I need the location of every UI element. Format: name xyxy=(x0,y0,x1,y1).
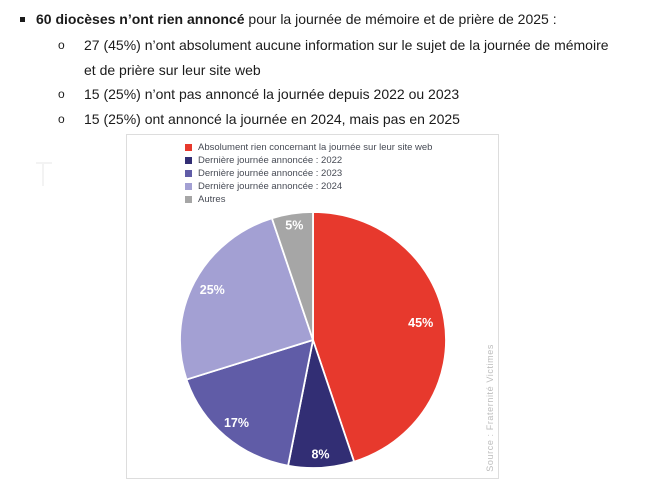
sub-bullet-text: 27 (45%) n’ont absolument aucune informa… xyxy=(84,37,609,53)
faint-artifact xyxy=(36,162,52,188)
sub-bullet-text: 15 (25%) n’ont pas annoncé la journée de… xyxy=(84,86,460,102)
sub-bullet-text: et de prière sur leur site web xyxy=(84,61,261,78)
pie-slice-2 xyxy=(185,339,314,467)
pie-slice-3 xyxy=(179,217,314,381)
legend-item: Dernière journée annoncée : 2024 xyxy=(185,180,432,193)
pie-data-label: 5% xyxy=(285,218,303,232)
legend-item: Dernière journée annoncée : 2023 xyxy=(185,167,432,180)
legend-label: Absolument rien concernant la journée su… xyxy=(198,142,433,153)
pie-slice-4 xyxy=(271,211,314,341)
bullet-main-text: 60 diocèses n’ont rien annoncé pour la j… xyxy=(36,10,557,29)
pie-chart-panel: 45% 8% 17% 25% 5% Absolument rien concernant… xyxy=(126,134,499,479)
chart-legend: Absolument rien concernant la journée su… xyxy=(185,141,432,206)
square-bullet-icon xyxy=(20,17,25,22)
circle-bullet-icon: o xyxy=(58,111,65,126)
legend-color-swatch xyxy=(185,144,192,151)
legend-item: Dernière journée annoncée : 2022 xyxy=(185,154,432,167)
legend-color-swatch xyxy=(185,196,192,203)
legend-label: Dernière journée annoncée : 2022 xyxy=(198,155,343,166)
pie-data-label: 8% xyxy=(311,447,329,461)
circle-bullet-icon: o xyxy=(58,38,65,52)
pie-slice-0 xyxy=(312,211,447,463)
sub-bullet-item: o 27 (45%) n’ont absolument aucune infor… xyxy=(56,33,648,82)
pie-data-label: 45% xyxy=(408,316,433,330)
legend-label: Dernière journée annoncée : 2024 xyxy=(198,181,343,192)
sub-bullet-item: o 15 (25%) n’ont pas annoncé la journée … xyxy=(56,82,648,107)
bullet-item-main: 60 diocèses n’ont rien annoncé pour la j… xyxy=(20,10,648,29)
bullet-main-bold: 60 diocèses n’ont rien annoncé xyxy=(36,11,245,27)
bullet-sublist: o 27 (45%) n’ont absolument aucune infor… xyxy=(56,33,648,131)
legend-item: Absolument rien concernant la journée su… xyxy=(185,141,432,154)
legend-label: Autres xyxy=(198,194,226,205)
legend-label: Dernière journée annoncée : 2023 xyxy=(198,168,343,179)
legend-color-swatch xyxy=(185,157,192,164)
legend-item: Autres xyxy=(185,193,432,206)
circle-bullet-icon: o xyxy=(58,87,65,101)
pie-data-label: 17% xyxy=(224,416,249,430)
sub-bullet-item: o 15 (25%) ont annoncé la journée en 202… xyxy=(56,107,648,132)
sub-bullet-text: 15 (25%) ont annoncé la journée en 2024,… xyxy=(84,110,460,127)
pie-chart: 45% 8% 17% 25% 5% xyxy=(179,211,447,469)
legend-color-swatch xyxy=(185,170,192,177)
bullet-main-rest: pour la journée de mémoire et de prière … xyxy=(244,11,557,27)
chart-source-note: Source : Fraternité Victimes xyxy=(485,344,495,472)
pie-data-label: 25% xyxy=(200,283,225,297)
legend-color-swatch xyxy=(185,183,192,190)
